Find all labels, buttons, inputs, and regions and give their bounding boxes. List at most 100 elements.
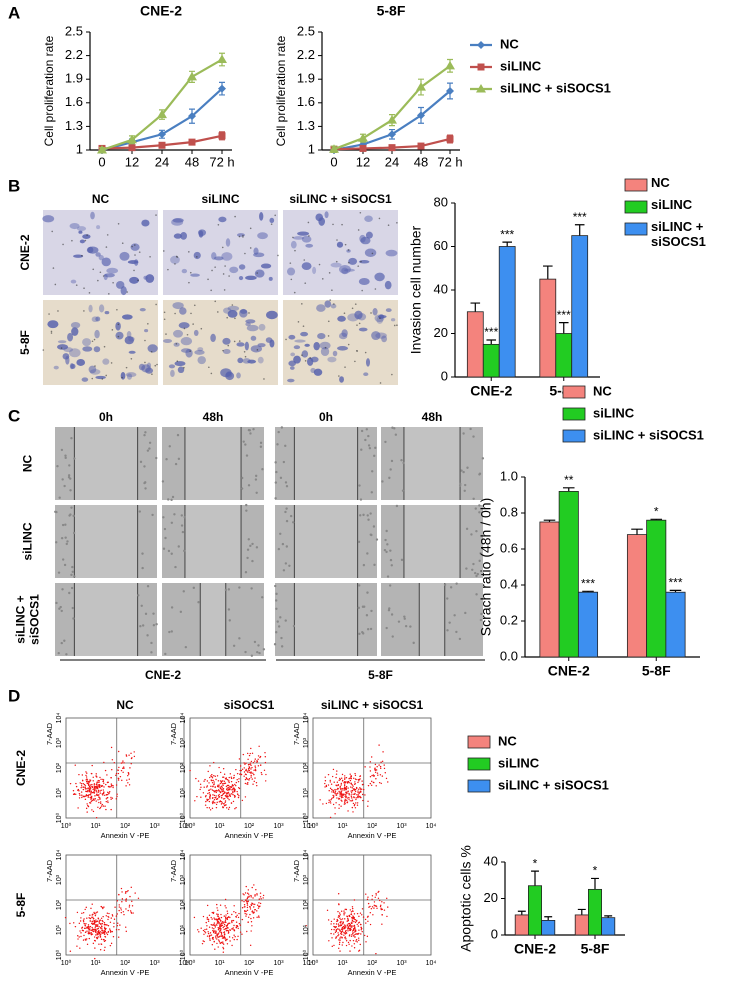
event-dot bbox=[224, 791, 226, 793]
event-dot bbox=[226, 943, 229, 945]
event-dot bbox=[337, 934, 340, 936]
event-dot bbox=[244, 778, 247, 781]
event-dot bbox=[226, 778, 229, 781]
event-dot bbox=[69, 922, 71, 925]
event-dot bbox=[218, 766, 220, 769]
event-dot bbox=[97, 933, 99, 936]
event-dot bbox=[248, 769, 251, 772]
event-dot bbox=[227, 808, 230, 810]
cell bbox=[95, 375, 106, 380]
event-dot bbox=[118, 904, 120, 906]
marker bbox=[158, 141, 166, 149]
y-tick-label: 40 bbox=[434, 281, 448, 296]
event-dot bbox=[349, 779, 352, 782]
event-dot bbox=[374, 896, 376, 898]
legend-swatch bbox=[562, 429, 586, 443]
cell bbox=[248, 429, 252, 432]
pore bbox=[117, 223, 120, 225]
event-dot bbox=[213, 799, 216, 801]
pore bbox=[292, 236, 294, 239]
event-dot bbox=[345, 940, 348, 942]
event-dot bbox=[364, 918, 367, 921]
pore bbox=[360, 260, 362, 263]
pore bbox=[238, 235, 241, 238]
cell bbox=[313, 368, 323, 376]
y-tick-label: 10² bbox=[180, 899, 187, 910]
event-dot bbox=[210, 785, 212, 788]
event-dot bbox=[253, 780, 255, 783]
cell bbox=[361, 630, 364, 634]
event-dot bbox=[213, 940, 215, 943]
pore bbox=[343, 312, 346, 314]
wound-gap bbox=[74, 427, 138, 500]
pore bbox=[210, 372, 213, 375]
event-dot bbox=[199, 788, 201, 791]
pore bbox=[94, 365, 96, 367]
event-dot bbox=[125, 891, 127, 893]
event-dot bbox=[204, 928, 206, 931]
event-dot bbox=[354, 803, 356, 806]
event-dot bbox=[345, 929, 347, 932]
event-dot bbox=[92, 788, 94, 791]
event-dot bbox=[246, 892, 249, 894]
event-dot bbox=[237, 927, 239, 930]
event-dot bbox=[96, 920, 99, 922]
event-dot bbox=[90, 929, 92, 932]
cell bbox=[244, 650, 247, 654]
cell bbox=[72, 617, 75, 620]
cell bbox=[287, 378, 295, 383]
event-dot bbox=[222, 788, 225, 790]
event-dot bbox=[359, 912, 362, 914]
pore bbox=[54, 283, 57, 286]
cell bbox=[60, 641, 63, 645]
cell bbox=[180, 524, 184, 527]
event-dot bbox=[253, 773, 255, 776]
event-dot bbox=[226, 807, 228, 809]
bar bbox=[646, 519, 667, 658]
cell bbox=[269, 339, 275, 348]
event-dot bbox=[350, 782, 352, 785]
x-tick-label: 10¹ bbox=[214, 823, 225, 830]
event-dot bbox=[386, 897, 388, 900]
event-dot bbox=[258, 916, 260, 919]
event-dot bbox=[218, 917, 220, 919]
cell bbox=[254, 478, 258, 481]
cell bbox=[364, 248, 377, 257]
event-dot bbox=[230, 776, 232, 778]
x-axis-label: Annexin V -PE bbox=[101, 968, 150, 977]
y-tick-label: 2.5 bbox=[297, 23, 315, 38]
cell bbox=[240, 487, 244, 490]
event-dot bbox=[237, 793, 239, 796]
event-dot bbox=[355, 797, 357, 799]
cell bbox=[365, 428, 369, 431]
event-dot bbox=[216, 933, 219, 936]
event-dot bbox=[220, 794, 223, 797]
event-dot bbox=[349, 929, 351, 932]
event-dot bbox=[86, 803, 88, 805]
event-dot bbox=[94, 798, 97, 800]
marker bbox=[446, 135, 454, 143]
cell bbox=[101, 257, 111, 267]
cell bbox=[385, 308, 392, 313]
event-dot bbox=[251, 752, 254, 754]
cell bbox=[146, 634, 149, 637]
pore bbox=[83, 287, 85, 290]
marker bbox=[188, 112, 196, 121]
event-dot bbox=[343, 934, 345, 936]
event-dot bbox=[252, 761, 255, 764]
pore bbox=[192, 323, 194, 325]
cell bbox=[181, 268, 188, 274]
wound-gap bbox=[294, 505, 358, 578]
event-dot bbox=[338, 939, 340, 941]
event-dot bbox=[344, 782, 346, 784]
event-dot bbox=[344, 927, 346, 929]
cell bbox=[348, 257, 358, 265]
event-dot bbox=[364, 766, 366, 768]
event-dot bbox=[330, 783, 333, 785]
event-dot bbox=[98, 926, 100, 928]
event-dot bbox=[366, 898, 369, 901]
event-dot bbox=[103, 906, 105, 908]
cell bbox=[253, 640, 257, 644]
pore bbox=[138, 251, 141, 253]
